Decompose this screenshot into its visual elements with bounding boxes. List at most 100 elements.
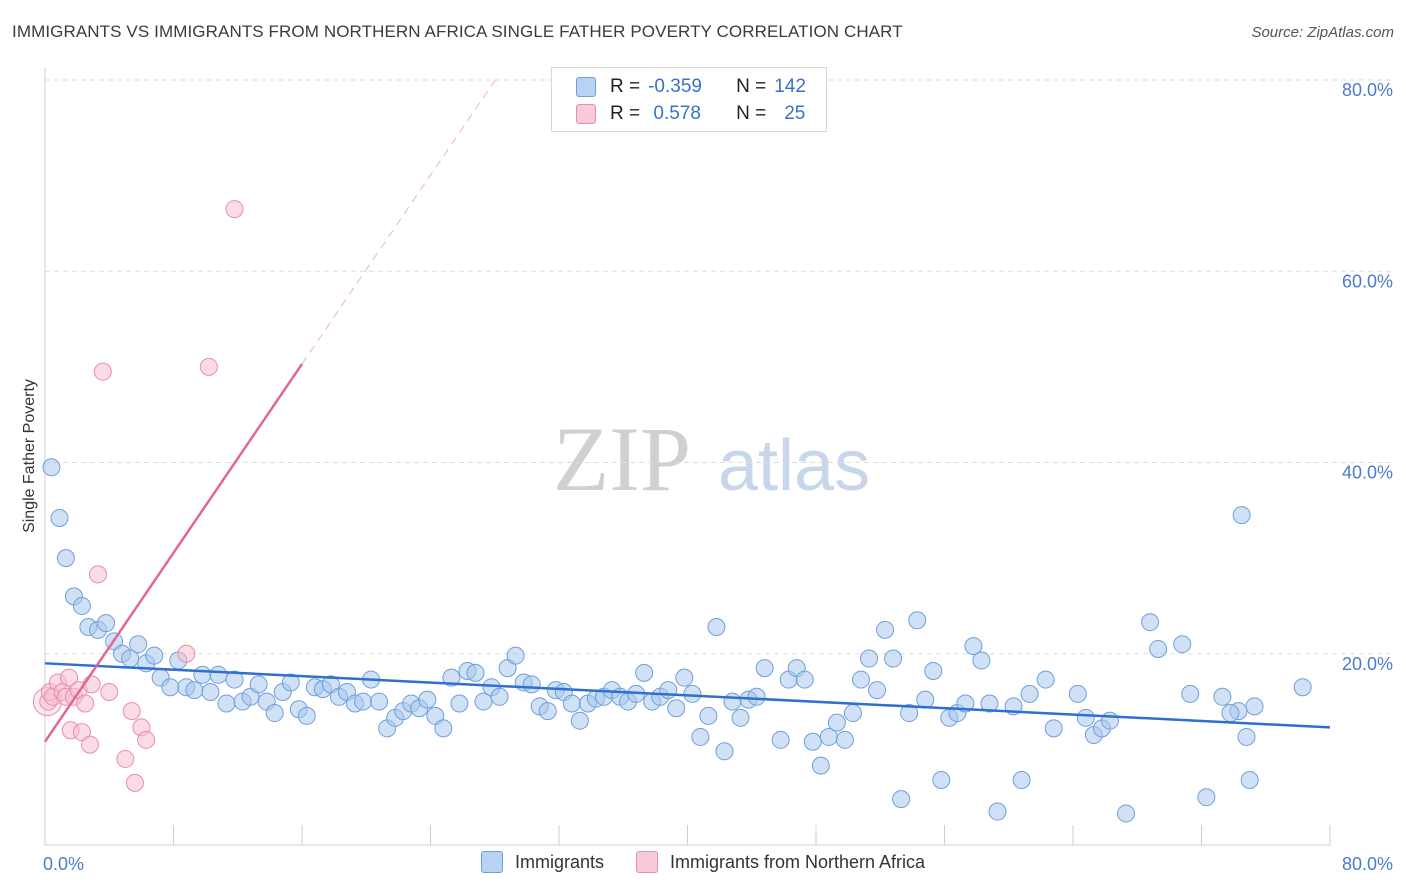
data-point-immigrants <box>932 770 951 789</box>
legend-row-northern-africa: R = 0.578 N = 25 <box>576 101 805 127</box>
data-point-immigrants <box>988 802 1007 821</box>
data-point-immigrants <box>265 704 284 723</box>
data-point-northern-africa <box>199 357 218 376</box>
data-point-immigrants <box>908 611 927 630</box>
data-point-northern-africa <box>177 644 196 663</box>
legend-item-northern-africa: Immigrants from Northern Africa <box>635 851 925 873</box>
data-point-immigrants <box>795 670 814 689</box>
data-point-immigrants <box>1197 788 1216 807</box>
data-point-immigrants <box>707 617 726 636</box>
data-point-immigrants <box>538 702 557 721</box>
watermark: ZIP atlas <box>553 408 870 510</box>
legend-r-value: -0.359 <box>648 76 702 97</box>
y-tick-label: 20.0% <box>1342 654 1393 674</box>
data-point-immigrants <box>281 673 300 692</box>
data-point-immigrants <box>972 651 991 670</box>
data-point-immigrants <box>1020 684 1039 703</box>
data-point-immigrants <box>1293 678 1312 697</box>
data-point-immigrants <box>466 663 485 682</box>
trend-line-northern-africa-extension <box>301 79 496 365</box>
data-point-immigrants <box>209 665 228 684</box>
data-point-immigrants <box>1012 770 1031 789</box>
legend-n-label: N = <box>736 103 767 124</box>
data-point-immigrants <box>354 692 373 711</box>
data-point-immigrants <box>1141 613 1160 632</box>
trend-lines <box>43 79 1331 743</box>
data-point-immigrants <box>723 692 742 711</box>
data-point-immigrants <box>56 549 75 568</box>
data-point-immigrants <box>42 458 61 477</box>
legend-swatch-pink <box>635 851 658 873</box>
data-point-immigrants <box>50 508 69 527</box>
data-point-immigrants <box>755 659 774 678</box>
data-point-immigrants <box>434 719 453 738</box>
data-point-immigrants <box>297 706 316 725</box>
data-point-northern-africa <box>80 735 99 754</box>
y-tick-label: 80.0% <box>1342 80 1393 100</box>
data-point-immigrants <box>659 681 678 700</box>
legend-row-immigrants: R = -0.359 N = 142 <box>576 74 806 100</box>
legend-n-value: 142 <box>774 76 806 97</box>
data-point-northern-africa <box>137 730 156 749</box>
data-point-immigrants <box>1117 804 1136 823</box>
data-point-immigrants <box>1232 506 1251 525</box>
trend-line-northern-africa <box>43 363 304 743</box>
data-point-immigrants <box>675 668 694 687</box>
data-point-immigrants <box>161 678 180 697</box>
data-point-immigrants <box>249 675 268 694</box>
data-point-northern-africa <box>89 565 108 584</box>
data-point-northern-africa <box>93 362 112 381</box>
data-point-immigrants <box>145 646 164 665</box>
data-point-immigrants <box>1237 727 1256 746</box>
data-point-northern-africa <box>76 694 95 713</box>
data-point-immigrants <box>747 687 766 706</box>
data-point-immigrants <box>827 713 846 732</box>
legend-swatch-pink <box>576 104 596 124</box>
legend-label-immigrants: Immigrants <box>514 851 604 872</box>
data-point-immigrants <box>980 694 999 713</box>
data-point-immigrants <box>803 732 822 751</box>
data-point-northern-africa <box>82 675 101 694</box>
legend-swatch-blue <box>480 851 503 873</box>
data-point-immigrants <box>1076 708 1095 727</box>
data-point-immigrants <box>129 635 148 654</box>
data-point-immigrants <box>570 711 589 730</box>
data-point-immigrants <box>450 694 469 713</box>
grid-lines <box>45 79 1395 655</box>
data-point-immigrants <box>699 706 718 725</box>
data-point-immigrants <box>956 694 975 713</box>
data-point-immigrants <box>715 742 734 761</box>
legend-r-label: R = <box>610 76 641 97</box>
x-tick-label: 80.0% <box>1342 854 1393 874</box>
legend-item-immigrants: Immigrants <box>480 851 604 873</box>
data-point-immigrants <box>193 665 212 684</box>
data-point-immigrants <box>900 704 919 723</box>
data-point-immigrants <box>1213 687 1232 706</box>
data-point-northern-africa <box>100 683 119 701</box>
data-point-immigrants <box>924 661 943 680</box>
data-point-immigrants <box>522 675 541 694</box>
data-point-immigrants <box>225 670 244 689</box>
data-point-immigrants <box>860 649 879 668</box>
legend-swatch-blue <box>576 77 596 97</box>
legend-n-value: 25 <box>784 103 806 124</box>
data-point-immigrants <box>731 708 750 727</box>
data-point-immigrants <box>72 596 91 615</box>
data-point-northern-africa <box>116 749 135 768</box>
data-point-immigrants <box>1245 697 1264 716</box>
x-tick-labels: 0.0% 80.0% <box>43 854 1393 874</box>
data-point-immigrants <box>1100 711 1119 730</box>
data-point-immigrants <box>562 694 581 713</box>
watermark-atlas: atlas <box>718 426 870 506</box>
data-point-immigrants <box>683 684 702 703</box>
chart-title: IMMIGRANTS VS IMMIGRANTS FROM NORTHERN A… <box>12 22 903 41</box>
data-point-immigrants <box>442 668 461 687</box>
y-tick-label: 40.0% <box>1342 463 1393 483</box>
data-point-immigrants <box>635 663 654 682</box>
data-point-immigrants <box>811 756 830 775</box>
data-point-immigrants <box>1044 719 1063 738</box>
data-point-immigrants <box>1068 684 1087 703</box>
data-point-immigrants <box>97 614 116 633</box>
data-point-immigrants <box>892 790 911 809</box>
